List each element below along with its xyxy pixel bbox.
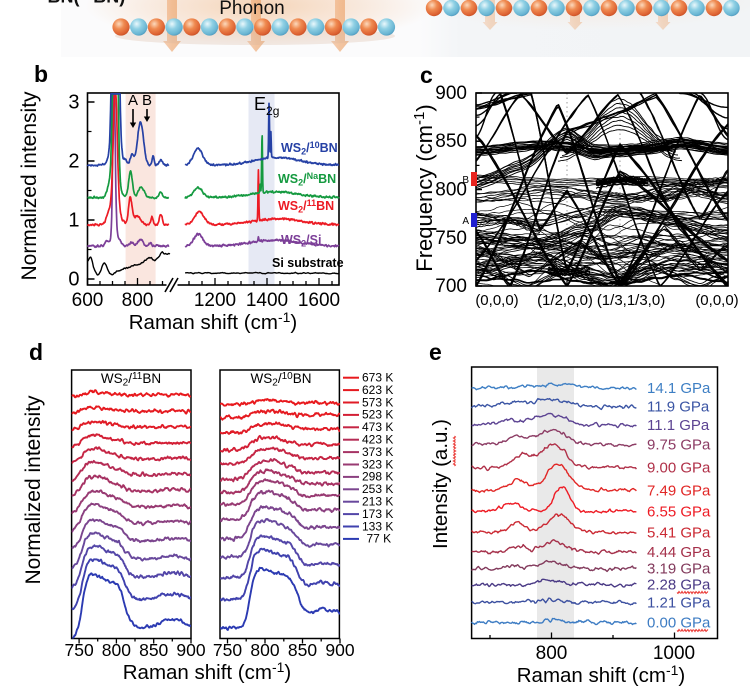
svg-text:11.9 GPa: 11.9 GPa (647, 399, 710, 416)
svg-text:14.1 GPa: 14.1 GPa (647, 380, 711, 397)
svg-text:WS2/11BN: WS2/11BN (101, 371, 161, 389)
svg-text:323 K: 323 K (362, 457, 393, 471)
svg-text:850: 850 (435, 131, 467, 152)
svg-text:173 K: 173 K (362, 507, 393, 521)
svg-text:900: 900 (325, 640, 354, 660)
svg-text:Intensity (a.u.): Intensity (a.u.) (429, 419, 452, 549)
svg-text:(1/3,1/3,0): (1/3,1/3,0) (597, 292, 665, 309)
svg-text:e: e (429, 339, 442, 365)
svg-text:c: c (420, 62, 433, 88)
svg-text:0: 0 (68, 269, 79, 291)
svg-text:623 K: 623 K (362, 383, 393, 397)
svg-text:A: A (128, 92, 138, 109)
svg-text:133 K: 133 K (362, 519, 393, 533)
svg-text:(1/2,0,0): (1/2,0,0) (537, 292, 593, 309)
svg-text:WS2/10BN: WS2/10BN (251, 371, 312, 389)
svg-text:800: 800 (122, 290, 154, 311)
svg-text:423 K: 423 K (362, 433, 393, 447)
svg-text:473 K: 473 K (362, 420, 393, 434)
svg-text:1400: 1400 (246, 290, 288, 311)
svg-text:Phonon: Phonon (219, 0, 285, 19)
svg-text:Raman shift (cm-1): Raman shift (cm-1) (123, 659, 292, 684)
svg-text:900: 900 (176, 640, 205, 660)
svg-text:77 K: 77 K (367, 532, 392, 546)
svg-text:9.75 GPa: 9.75 GPa (647, 437, 711, 454)
svg-text:Raman shift (cm-1): Raman shift (cm-1) (129, 309, 298, 334)
svg-text:7.49 GPa: 7.49 GPa (647, 483, 711, 500)
svg-text:750: 750 (64, 640, 93, 660)
svg-text:Normalized intensity: Normalized intensity (22, 395, 45, 585)
svg-text:800: 800 (536, 643, 568, 664)
svg-text:11.1 GPa: 11.1 GPa (647, 417, 710, 434)
svg-text:700: 700 (435, 276, 467, 297)
svg-text:1.21 GPa: 1.21 GPa (647, 595, 711, 612)
svg-text:3: 3 (68, 92, 79, 114)
svg-text:6.55 GPa: 6.55 GPa (647, 504, 711, 521)
svg-text:850: 850 (288, 640, 317, 660)
svg-text:WS2/11BN: WS2/11BN (278, 198, 334, 215)
svg-text:9.00 GPa: 9.00 GPa (647, 460, 711, 477)
svg-text:Frequency (cm-1): Frequency (cm-1) (411, 104, 437, 271)
svg-text:1: 1 (68, 210, 79, 232)
svg-text:673 K: 673 K (362, 371, 393, 385)
svg-text:(0,0,0): (0,0,0) (695, 292, 738, 309)
svg-text:2.28 GPa: 2.28 GPa (647, 577, 711, 594)
svg-text:573 K: 573 K (362, 395, 393, 409)
svg-text:253 K: 253 K (362, 482, 393, 496)
svg-text:1000: 1000 (653, 643, 695, 664)
svg-text:373 K: 373 K (362, 445, 393, 459)
svg-text:800: 800 (102, 640, 131, 660)
svg-text:750: 750 (213, 640, 242, 660)
svg-text:WS2/10BN: WS2/10BN (281, 140, 338, 157)
svg-text:WS2/NaBN: WS2/NaBN (278, 171, 336, 188)
svg-text:b: b (34, 61, 48, 87)
svg-text:298 K: 298 K (362, 470, 393, 484)
svg-text:1600: 1600 (298, 290, 340, 311)
svg-text:(0,0,0): (0,0,0) (475, 292, 518, 309)
svg-text:523 K: 523 K (362, 408, 393, 422)
svg-text:10BN(11BN): 10BN(11BN) (33, 0, 125, 7)
svg-text:850: 850 (139, 640, 168, 660)
svg-text:750: 750 (435, 228, 467, 249)
svg-text:5.41 GPa: 5.41 GPa (647, 525, 711, 542)
svg-text:d: d (29, 339, 43, 365)
svg-text:Raman shift (cm-1): Raman shift (cm-1) (517, 662, 686, 687)
svg-text:900: 900 (435, 83, 467, 104)
svg-text:A: A (462, 216, 469, 227)
svg-text:4.44 GPa: 4.44 GPa (647, 544, 711, 561)
svg-text:800: 800 (250, 640, 279, 660)
svg-text:B: B (142, 92, 152, 109)
svg-text:213 K: 213 K (362, 495, 393, 509)
svg-text:800: 800 (435, 180, 467, 201)
svg-text:Normalized intensity: Normalized intensity (18, 91, 41, 281)
svg-text:2: 2 (68, 151, 79, 173)
svg-text:Si substrate: Si substrate (272, 256, 344, 270)
svg-text:B: B (462, 175, 469, 186)
svg-text:WS2/Si: WS2/Si (281, 233, 321, 249)
svg-text:3.19 GPa: 3.19 GPa (647, 561, 711, 578)
svg-text:1200: 1200 (194, 290, 236, 311)
svg-text:0.00 GPa: 0.00 GPa (647, 615, 711, 632)
svg-text:600: 600 (72, 290, 104, 311)
